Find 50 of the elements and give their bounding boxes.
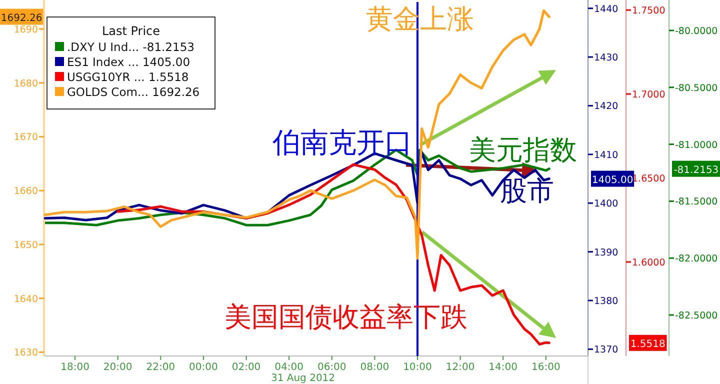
x-tick-label: 12:00 — [446, 362, 475, 373]
annotation: 伯南克开口 — [272, 126, 412, 160]
y-tick-label: -81.5000 — [675, 196, 718, 208]
y2-tick-label: 1440 — [594, 4, 618, 15]
legend-label: GOLDS Com... 1692.26 — [67, 85, 200, 99]
value-tag: 1405.00 — [591, 170, 634, 187]
y-tick-label: 1680 — [14, 78, 38, 90]
annotation: 美元指数 — [469, 134, 578, 166]
y3-tick-label: 1.6500 — [632, 173, 666, 184]
y2-tick-label: 1410 — [594, 150, 618, 161]
y2-tick-label: 1400 — [594, 198, 618, 210]
y3-tick-label: 1.6000 — [632, 257, 666, 268]
legend-title: Last Price — [102, 24, 160, 38]
legend-label: ES1 Index ... 1405.00 — [67, 55, 190, 69]
x-tick-label: 08:00 — [360, 362, 390, 373]
y-tick-label: 1670 — [14, 132, 38, 144]
y2-tick-label: 1370 — [594, 344, 618, 356]
annotation: 31 Aug 2012 — [270, 373, 336, 384]
x-tick-label: 06:00 — [317, 362, 346, 373]
legend-label: .DXY U Ind... -81.2153 — [67, 40, 194, 54]
y-tick-label: 1650 — [14, 240, 38, 251]
annotation: 股市 — [500, 176, 554, 207]
y-tick-label: -81.0000 — [675, 140, 718, 151]
x-tick-label: 22:00 — [146, 362, 176, 373]
y-tick-label: 1690 — [14, 24, 38, 36]
y2-tick-label: 1430 — [594, 52, 618, 64]
x-tick-label: 20:00 — [103, 362, 132, 373]
y2-tick-label: 1390 — [594, 247, 618, 258]
x-tick-label: 16:00 — [531, 362, 560, 373]
y-tick-label: -80.5000 — [675, 82, 718, 94]
x-tick-label: 18:00 — [60, 362, 90, 373]
y2-tick-label: 1380 — [594, 296, 618, 307]
y-tick-label: -82.5000 — [675, 310, 718, 322]
x-tick-label: 00:00 — [189, 362, 218, 373]
value-tag: -81.2153 — [672, 160, 720, 177]
y-tick-label: 1660 — [14, 186, 38, 198]
x-tick-label: 02:00 — [232, 362, 261, 373]
y3-tick-label: 1.7500 — [632, 6, 666, 17]
y2-tick-label: 1420 — [594, 101, 618, 112]
y3-tick-label: 1.7000 — [632, 90, 666, 101]
y-tick-label: -80.0000 — [675, 26, 718, 37]
y-tick-label: -82.0000 — [675, 254, 718, 265]
x-tick-label: 10:00 — [403, 362, 432, 373]
value-tag: 1692.26 — [0, 8, 44, 25]
y-tick-label: 1630 — [14, 348, 38, 359]
x-tick-label: 04:00 — [274, 362, 304, 373]
legend-label: USGG10YR ... 1.5518 — [67, 70, 189, 84]
y-tick-label: 1640 — [14, 294, 38, 305]
x-tick-label: 14:00 — [488, 362, 518, 373]
value-tag: 1.5518 — [629, 334, 667, 351]
